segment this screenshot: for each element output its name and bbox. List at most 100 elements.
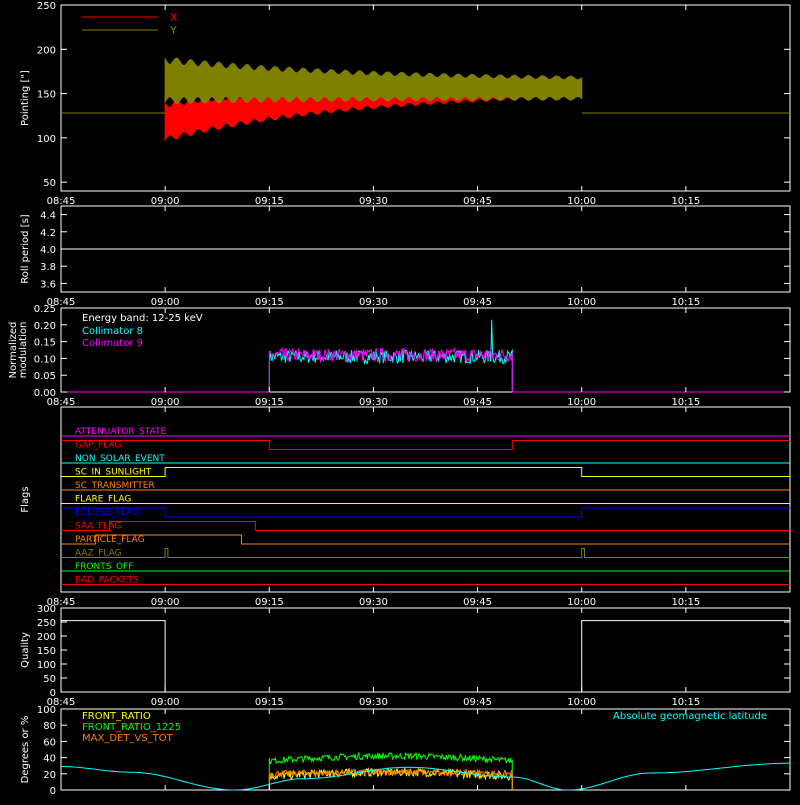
y-tick-label: 3.6 <box>40 279 56 290</box>
y-tick-label: 20 <box>43 770 56 781</box>
x-tick-label: 09:00 <box>151 397 180 408</box>
y-axis-label: Pointing ["] <box>20 70 31 126</box>
flag-label: PARTICLE_FLAG <box>75 535 145 545</box>
x-tick-label: 09:15 <box>255 196 284 207</box>
x-tick-label: 08:45 <box>47 196 76 207</box>
energy-band-annotation: Energy band: 12-25 keV <box>82 313 203 324</box>
x-tick-label: 09:00 <box>151 697 180 708</box>
x-tick-label: 10:00 <box>567 597 596 608</box>
flag-label: ECLIPSE_FLAG <box>75 508 139 518</box>
x-tick-label: 10:15 <box>671 697 700 708</box>
flag-line-particle-flag <box>61 534 790 545</box>
y-tick-label: 0.15 <box>34 338 56 349</box>
flag-line-saa-flag <box>61 521 790 531</box>
x-tick-label: 10:00 <box>567 397 596 408</box>
flag-line-aaz-flag <box>61 548 790 558</box>
y-tick-label: 0 <box>50 786 56 797</box>
y-tick-label: 0 <box>50 688 56 699</box>
x-tick-label: 09:30 <box>359 697 388 708</box>
legend-label: FRONT_RATIO <box>82 711 151 722</box>
x-tick-label: 08:45 <box>47 297 76 308</box>
x-tick-label: 09:15 <box>255 697 284 708</box>
y-axis-label: Roll period [s] <box>20 214 31 283</box>
flags-frame <box>60 406 791 593</box>
x-tick-label: 09:15 <box>255 297 284 308</box>
x-tick-label: 09:00 <box>151 297 180 308</box>
y-tick-label: 200 <box>37 632 56 643</box>
x-tick-label: 10:15 <box>671 397 700 408</box>
y-tick-label: 3.8 <box>40 262 56 273</box>
flag-label: BAD_PACKETS <box>75 576 139 586</box>
flag-line-sc-in-sunlight <box>61 467 790 477</box>
y-tick-label: 200 <box>37 45 56 56</box>
x-tick-label: 08:45 <box>47 397 76 408</box>
y-tick-label: 250 <box>37 1 56 12</box>
y-tick-label: 300 <box>37 604 56 615</box>
y-tick-label: 40 <box>43 754 56 765</box>
legend-label: MAX_DET_VS_TOT <box>82 733 174 744</box>
flag-label: AAZ_FLAG <box>75 549 122 559</box>
y-axis-label: Flags <box>20 486 31 512</box>
legend-label: Y <box>169 24 177 37</box>
y-tick-label: 250 <box>37 618 56 629</box>
x-tick-label: 09:30 <box>359 597 388 608</box>
x-tick-label: 09:45 <box>463 697 492 708</box>
x-tick-label: 10:15 <box>671 196 700 207</box>
legend-label: FRONT_RATIO_1225 <box>82 722 181 733</box>
legend-label: X <box>170 11 178 24</box>
x-tick-label: 10:15 <box>671 597 700 608</box>
x-tick-label: 10:00 <box>567 697 596 708</box>
flag-label: FLARE_FLAG <box>75 495 131 505</box>
modulation-frame <box>60 307 791 393</box>
modulation-series-collimator-8 <box>61 319 790 393</box>
x-tick-label: 09:00 <box>151 597 180 608</box>
flag-label: SC_TRANSMITTER <box>75 481 155 491</box>
y-tick-label: 150 <box>37 646 56 657</box>
y-tick-label: 0.20 <box>34 321 56 332</box>
flag-label: NON_SOLAR_EVENT <box>75 454 165 464</box>
x-tick-label: 09:30 <box>359 397 388 408</box>
y-axis-label: Degrees or % <box>20 716 31 784</box>
geomag-series-front-ratio-1225 <box>268 751 513 790</box>
flag-line-eclipse-flag <box>61 507 790 518</box>
x-tick-label: 09:00 <box>151 196 180 207</box>
flag-label: FRONTS_OFF <box>75 562 133 572</box>
x-tick-label: 09:15 <box>255 597 284 608</box>
y-tick-label: 0.25 <box>34 304 56 315</box>
y-tick-label: 50 <box>43 178 56 189</box>
y-tick-label: 80 <box>43 721 56 732</box>
y-tick-label: 0.00 <box>34 388 56 399</box>
x-tick-label: 09:15 <box>255 397 284 408</box>
x-tick-label: 09:45 <box>463 297 492 308</box>
legend-label: Collimator 8 <box>82 326 143 337</box>
y-tick-label: 150 <box>37 90 56 101</box>
x-tick-label: 08:45 <box>47 597 76 608</box>
y-tick-label: 4.2 <box>40 228 56 239</box>
x-tick-label: 10:00 <box>567 297 596 308</box>
geomag-series-absolute-geomagnetic-latitude <box>61 762 790 791</box>
flag-line-gap-flag <box>61 440 790 450</box>
y-tick-label: 0.10 <box>34 354 56 365</box>
y-axis-label: modulation <box>18 322 29 379</box>
pointing-series-y <box>164 56 583 105</box>
x-tick-label: 08:45 <box>47 697 76 708</box>
y-tick-label: 50 <box>43 674 56 685</box>
x-tick-label: 10:00 <box>567 196 596 207</box>
geomag-latitude-annotation: Absolute geomagnetic latitude <box>613 711 767 722</box>
geomag-series-max-det-vs-tot <box>268 768 513 790</box>
x-tick-label: 09:45 <box>463 196 492 207</box>
y-tick-label: 4.4 <box>40 211 56 222</box>
geomag-frame <box>60 708 791 791</box>
x-tick-label: 09:45 <box>463 397 492 408</box>
x-tick-label: 10:15 <box>671 297 700 308</box>
x-tick-label: 09:30 <box>359 196 388 207</box>
y-tick-label: 100 <box>37 660 56 671</box>
flag-label: SC_IN_SUNLIGHT <box>75 468 152 478</box>
flag-label: SAA_FLAG <box>75 522 121 532</box>
y-tick-label: 0.05 <box>34 371 56 382</box>
y-tick-label: 100 <box>37 134 56 145</box>
y-axis-label: Normalized <box>8 322 19 379</box>
x-tick-label: 09:45 <box>463 597 492 608</box>
